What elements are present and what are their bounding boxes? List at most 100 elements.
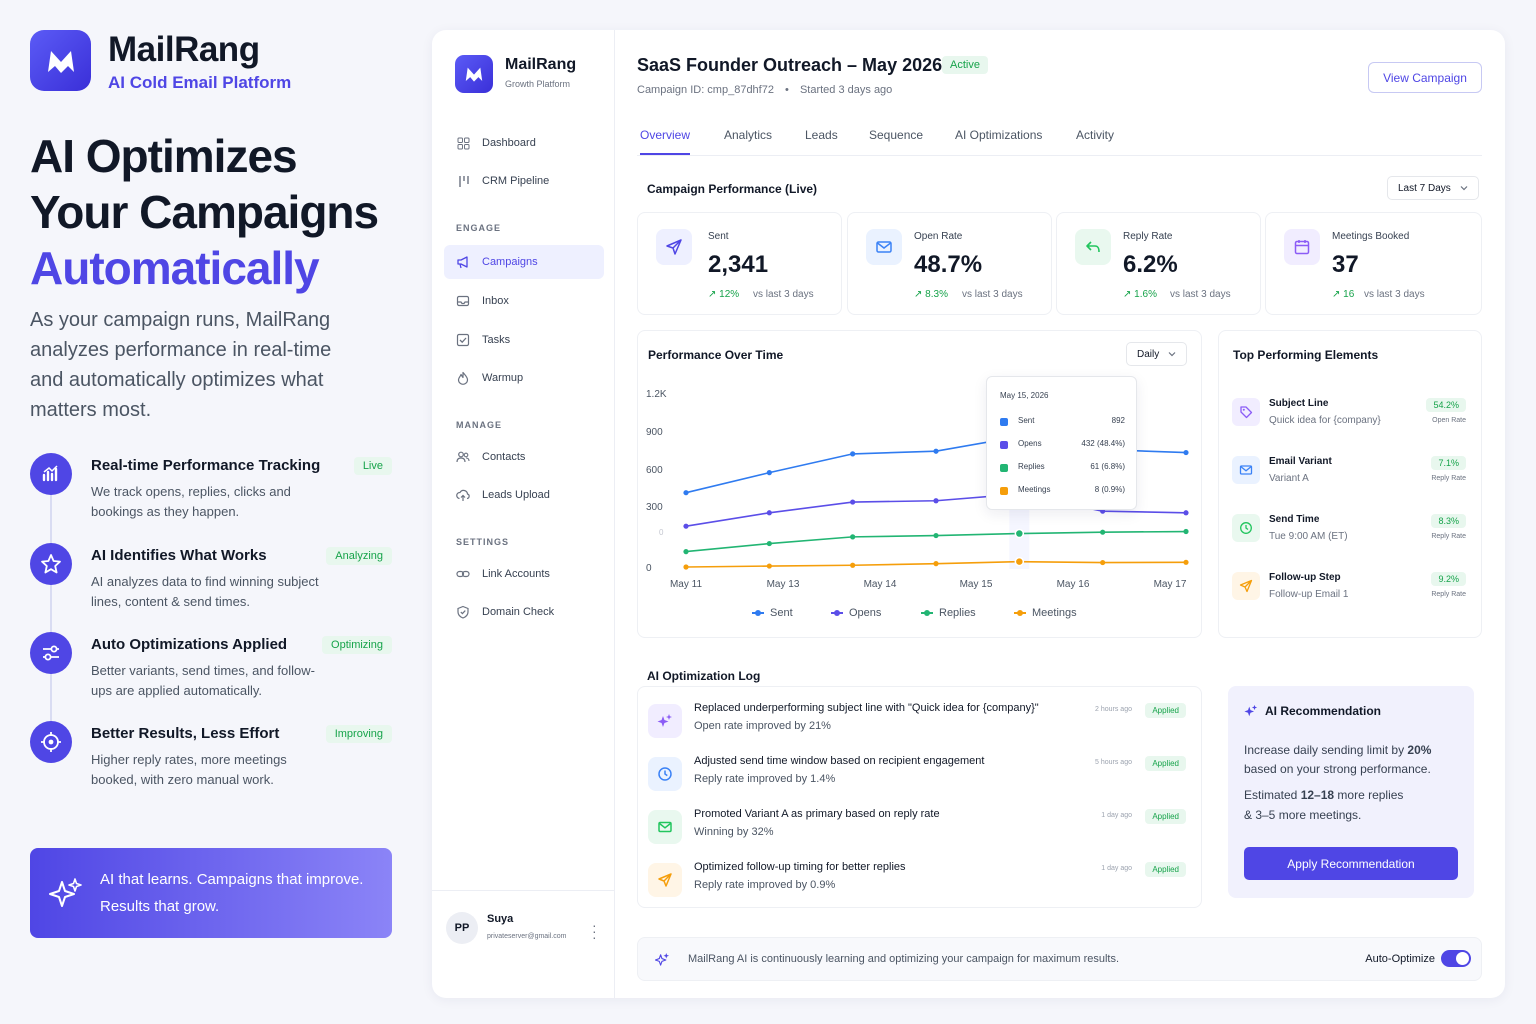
interval-dropdown[interactable]: Daily [1126,342,1188,366]
avatar[interactable]: PP [446,912,478,944]
sidebar-item-warmup[interactable]: Warmup [444,361,604,395]
data-point [683,490,689,496]
data-point [850,499,856,505]
tooltip-label: Meetings [1018,485,1051,494]
tab-analytics[interactable]: Analytics [724,128,773,142]
element-sub: Variant A [1269,473,1309,484]
brand-name: MailRang [108,30,260,69]
kpi-compare: vs last 3 days [962,289,1023,300]
sidebar-item-inbox[interactable]: Inbox [444,284,604,318]
sidebar-item-dashboard[interactable]: Dashboard [444,126,604,160]
top-element-row[interactable]: Email Variant Variant A 7.1% Reply Rate [1232,456,1472,500]
sidebar-item-link-accounts[interactable]: Link Accounts [444,557,604,591]
ai-footer-bar: MailRang AI is continuously learning and… [637,937,1482,981]
legend-item[interactable]: Sent [752,607,793,619]
log-title-text: Adjusted send time window based on recip… [694,755,985,767]
apply-recommendation-button[interactable]: Apply Recommendation [1244,847,1458,880]
sidebar-section-settings: SETTINGS [456,537,510,547]
element-title: Email Variant [1269,456,1332,467]
recommendation-body-2: Estimated 12–18 more replies & 3–5 more … [1244,785,1458,825]
tab-activity[interactable]: Activity [1076,128,1115,142]
legend-item[interactable]: Meetings [1014,607,1077,619]
chart-icon [30,453,72,495]
element-sub: Follow-up Email 1 [1269,589,1349,600]
sidebar-item-campaigns[interactable]: Campaigns [444,245,604,279]
data-point [1014,556,1025,567]
view-campaign-button[interactable]: View Campaign [1368,62,1482,93]
feature-badge: Improving [325,725,392,743]
campaign-started: Started 3 days ago [799,84,893,96]
interval-value: Daily [1137,348,1160,360]
element-title: Follow-up Step [1269,572,1341,583]
feature-desc: We track opens, replies, clicks and book… [91,484,291,519]
sidebar-item-crm-pipeline[interactable]: CRM Pipeline [444,164,604,198]
campaign-id: Campaign ID: cmp_87dhf72 [637,84,774,96]
range-dropdown[interactable]: Last 7 Days [1387,176,1479,200]
sidebar-section-engage: ENGAGE [456,223,502,233]
sparkle-icon [1244,704,1258,717]
campaign-title: SaaS Founder Outreach – May 2026 [637,55,943,75]
legend-item[interactable]: Replies [921,607,976,619]
legend-label: Opens [849,607,882,619]
tab-overview[interactable]: Overview [640,128,691,155]
banner-line-1: AI that learns. Campaigns that improve. [100,871,364,888]
hero-line-2: Your Campaigns [30,186,379,238]
sidebar-logo[interactable] [455,55,493,93]
data-point [1100,559,1106,566]
kpi-value: 2,341 [708,251,769,278]
log-title-text: Optimized follow-up timing for better re… [694,861,906,873]
sidebar-item-label: Dashboard [482,137,536,149]
top-element-row[interactable]: Follow-up Step Follow-up Email 1 9.2% Re… [1232,572,1472,616]
element-metric: Reply Rate [1431,533,1466,540]
log-sub: Reply rate improved by 0.9% [694,879,836,891]
log-status-badge: Applied [1145,809,1186,824]
inbox-icon [456,294,470,308]
user-name: Suya [487,913,514,925]
element-sub: Quick idea for {company} [1269,415,1381,426]
kpi-label: Sent [708,231,729,242]
ai-recommendation-card: AI Recommendation Increase daily sending… [1228,686,1474,898]
tooltip-date: May 15, 2026 [1000,391,1049,400]
auto-optimize-toggle[interactable] [1441,950,1471,967]
brand-logo [30,30,91,91]
hero-line-3: Automatically [30,242,320,294]
sidebar-brand: MailRang [505,56,577,73]
sidebar-item-contacts[interactable]: Contacts [444,440,604,474]
sidebar-item-label: CRM Pipeline [482,175,550,187]
log-row[interactable]: Optimized follow-up timing for better re… [648,857,1190,901]
sidebar-item-leads-upload[interactable]: Leads Upload [444,478,604,512]
log-time: 1 day ago [1101,865,1132,872]
log-row[interactable]: Adjusted send time window based on recip… [648,751,1190,795]
log-title: AI Optimization Log [647,669,761,683]
tab-sequence[interactable]: Sequence [869,128,924,142]
sidebar-item-tasks[interactable]: Tasks [444,323,604,357]
top-element-row[interactable]: Subject Line Quick idea for {company} 54… [1232,398,1472,442]
log-panel [637,686,1202,908]
element-sub: Tue 9:00 AM (ET) [1269,531,1348,542]
tab-ai-optimizations[interactable]: AI Optimizations [955,128,1043,142]
more-menu-icon[interactable]: · · · [592,917,597,945]
megaphone-icon [456,255,470,269]
legend-item[interactable]: Opens [831,607,881,619]
sidebar-item-label: Campaigns [482,256,538,268]
tooltip-row: Meetings 8 (0.9%) [1000,485,1125,497]
sidebar-item-domain-check[interactable]: Domain Check [444,595,604,629]
mail-icon [866,229,902,265]
feature-item: Real-time Performance Tracking We track … [30,453,392,533]
feature-desc: Better variants, send times, and follow-… [91,663,315,698]
chevron-down-icon [1460,186,1468,191]
log-row[interactable]: Replaced underperforming subject line wi… [648,698,1190,742]
log-row[interactable]: Promoted Variant A as primary based on r… [648,804,1190,848]
kpi-value: 6.2% [1123,251,1178,278]
top-element-row[interactable]: Send Time Tue 9:00 AM (ET) 8.3% Reply Ra… [1232,514,1472,558]
link-icon [456,567,470,581]
auto-optimize-label: Auto-Optimize [1365,953,1435,965]
tooltip-value: 8 (0.9%) [1094,485,1125,494]
target-icon [30,721,72,763]
send-icon [648,863,682,897]
sliders-icon [30,632,72,674]
data-point [1183,510,1189,516]
feature-desc: AI analyzes data to find winning subject… [91,574,319,609]
footer-text: MailRang AI is continuously learning and… [688,953,1120,965]
tab-leads[interactable]: Leads [805,128,838,142]
